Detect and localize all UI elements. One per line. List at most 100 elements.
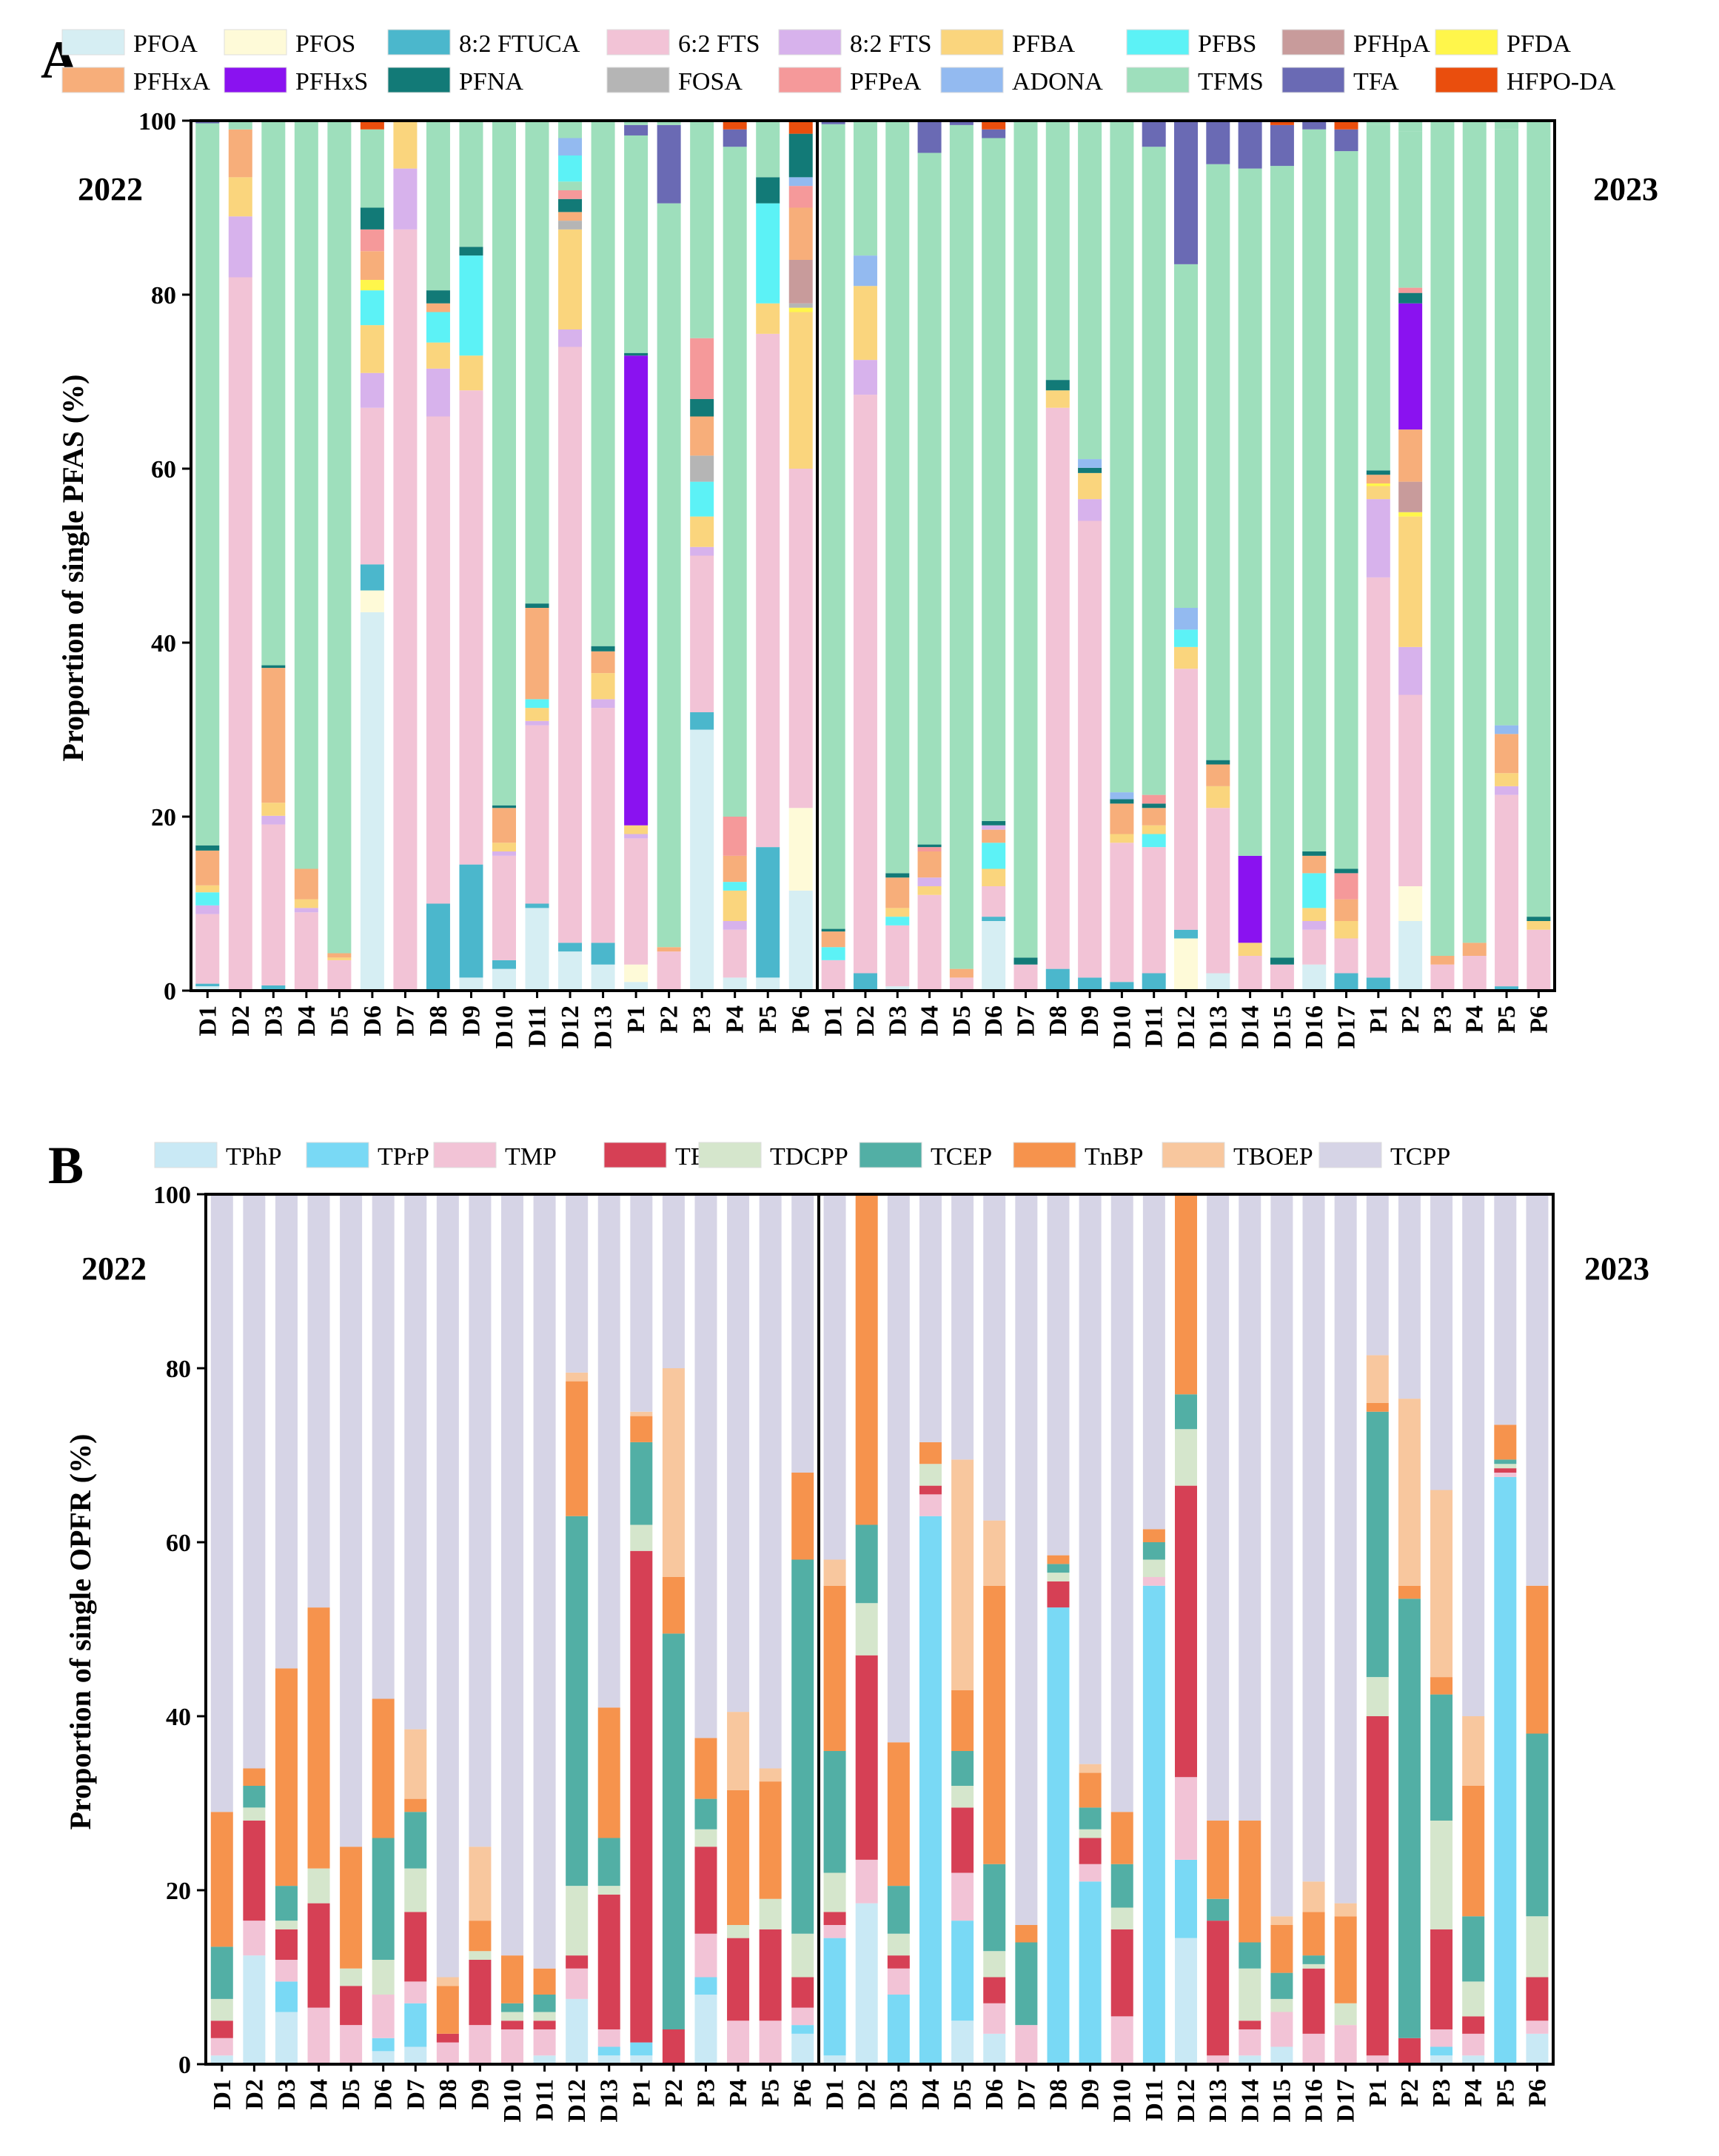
bar-segment	[1462, 2016, 1485, 2034]
x-tick-label: P1	[1365, 1005, 1393, 1034]
legend-label: 6:2 FTS	[678, 30, 760, 58]
x-tick-label: D6	[981, 2079, 1008, 2110]
bar-segment	[756, 333, 780, 848]
stacked-bar	[1079, 1194, 1102, 2064]
bar-segment	[1334, 873, 1358, 900]
bar-segment	[1302, 1194, 1325, 1882]
bar-segment	[275, 1960, 298, 1982]
x-tick-label: P1	[623, 1005, 650, 1034]
x-tick-label: D15	[1268, 2079, 1296, 2123]
bar-segment	[1302, 1968, 1325, 2034]
x-tick-label: P4	[725, 2079, 752, 2107]
bar-segment	[1206, 786, 1230, 808]
bar-segment	[1078, 472, 1102, 500]
x-tick-label: D1	[820, 1005, 848, 1037]
bar-segment	[1142, 1559, 1165, 1577]
bar-segment	[426, 312, 450, 343]
bar-segment	[756, 203, 780, 304]
bar-segment	[1174, 264, 1198, 608]
bar-segment	[195, 986, 220, 991]
bar-segment	[210, 2038, 233, 2056]
stacked-bar	[1175, 1194, 1197, 2064]
bar-segment	[1398, 646, 1423, 695]
bar-segment	[624, 135, 649, 353]
bar-segment	[525, 699, 549, 709]
y-tick-label: 80	[166, 1356, 191, 1383]
bar-segment	[727, 2021, 750, 2064]
bar-segment	[1398, 1598, 1421, 2038]
bar-segment	[426, 290, 450, 304]
legend-item: TDCPP	[698, 1142, 848, 1171]
x-tick-label: P3	[1429, 1005, 1456, 1034]
bar-segment	[1334, 129, 1358, 152]
bar-segment	[492, 121, 516, 806]
bar-segment	[1334, 1194, 1357, 1904]
stacked-bar	[228, 121, 252, 991]
bar-segment	[243, 1194, 266, 1769]
bar-segment	[1175, 1938, 1197, 2064]
stacked-bar	[951, 1194, 974, 2064]
bar-segment	[1494, 1424, 1517, 1460]
x-tick-label: D3	[260, 1005, 287, 1037]
bar-segment	[492, 851, 516, 856]
bar-segment	[917, 847, 942, 851]
bar-segment	[694, 1194, 717, 1738]
bar-segment	[823, 1585, 846, 1751]
x-tick-label: D4	[917, 2079, 945, 2110]
bar-segment	[1334, 1916, 1357, 2003]
bar-segment	[1047, 1607, 1070, 2064]
bar-segment	[788, 808, 813, 891]
bar-segment	[459, 255, 483, 356]
x-tick-label: D8	[1045, 1005, 1072, 1037]
stacked-bar	[533, 1194, 556, 2064]
bar-segment	[1462, 1194, 1485, 1716]
bar-segment	[1079, 1881, 1102, 2064]
bar-segment	[1142, 147, 1166, 795]
x-tick-label: D6	[359, 1005, 386, 1037]
legend: PFOA PFOS 8:2 FTUCA 6:2 FTS 8:2 FTS PFBA PFBS P…	[61, 29, 1616, 96]
legend-swatch	[778, 67, 842, 93]
bar-segment	[591, 943, 615, 965]
bar-segment	[1366, 470, 1390, 475]
bar-segment	[1334, 973, 1358, 991]
bar-segment	[1334, 151, 1358, 869]
legend-label: PFDA	[1507, 30, 1571, 58]
bar-segment	[791, 1559, 814, 1934]
bar-segment	[788, 121, 813, 134]
y-tick-label: 100	[138, 108, 176, 135]
year-label-right: 2023	[1593, 171, 1658, 207]
bar-segment	[597, 1838, 620, 1886]
bar-segment	[294, 908, 318, 913]
bar-segment	[690, 516, 714, 547]
legend-item: PFOA	[61, 29, 198, 58]
legend-item: PFHxS	[224, 67, 368, 96]
bar-segment	[1142, 1585, 1165, 2064]
legend-label: ADONA	[1012, 68, 1103, 96]
legend-swatch	[61, 29, 125, 56]
bar-segment	[791, 1933, 814, 1978]
bar-segment	[533, 1194, 556, 1969]
x-tick-label: D2	[241, 2079, 268, 2110]
x-tick-label: D3	[884, 1005, 911, 1037]
bar-segment	[1398, 886, 1423, 921]
legend-swatch	[1162, 1142, 1225, 1168]
bar-segment	[788, 186, 813, 208]
bar-segment	[261, 668, 286, 803]
bar-segment	[1526, 2033, 1549, 2064]
x-tick-label: D9	[1076, 1005, 1104, 1037]
bar-segment	[533, 2021, 556, 2029]
bar-segment	[566, 1372, 589, 1382]
bar-segment	[1174, 669, 1198, 930]
bar-segment	[1142, 808, 1166, 826]
y-tick-label: 60	[166, 1530, 191, 1557]
bar-segment	[469, 2025, 492, 2064]
bar-segment	[1270, 964, 1294, 991]
stacked-bar	[436, 1194, 459, 2064]
bar-segment	[853, 255, 877, 287]
stacked-bar	[1334, 121, 1358, 991]
bar-segment	[690, 481, 714, 517]
bar-segment	[501, 2029, 523, 2064]
bar-segment	[723, 817, 747, 856]
bar-segment	[690, 555, 714, 712]
bar-segment	[1462, 2033, 1485, 2056]
